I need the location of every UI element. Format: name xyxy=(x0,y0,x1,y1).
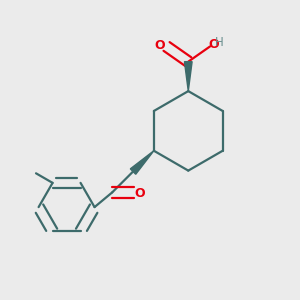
Text: O: O xyxy=(154,39,164,52)
Polygon shape xyxy=(130,151,154,174)
Text: O: O xyxy=(208,38,219,51)
Text: O: O xyxy=(134,187,145,200)
Text: H: H xyxy=(215,36,224,49)
Polygon shape xyxy=(184,62,192,91)
